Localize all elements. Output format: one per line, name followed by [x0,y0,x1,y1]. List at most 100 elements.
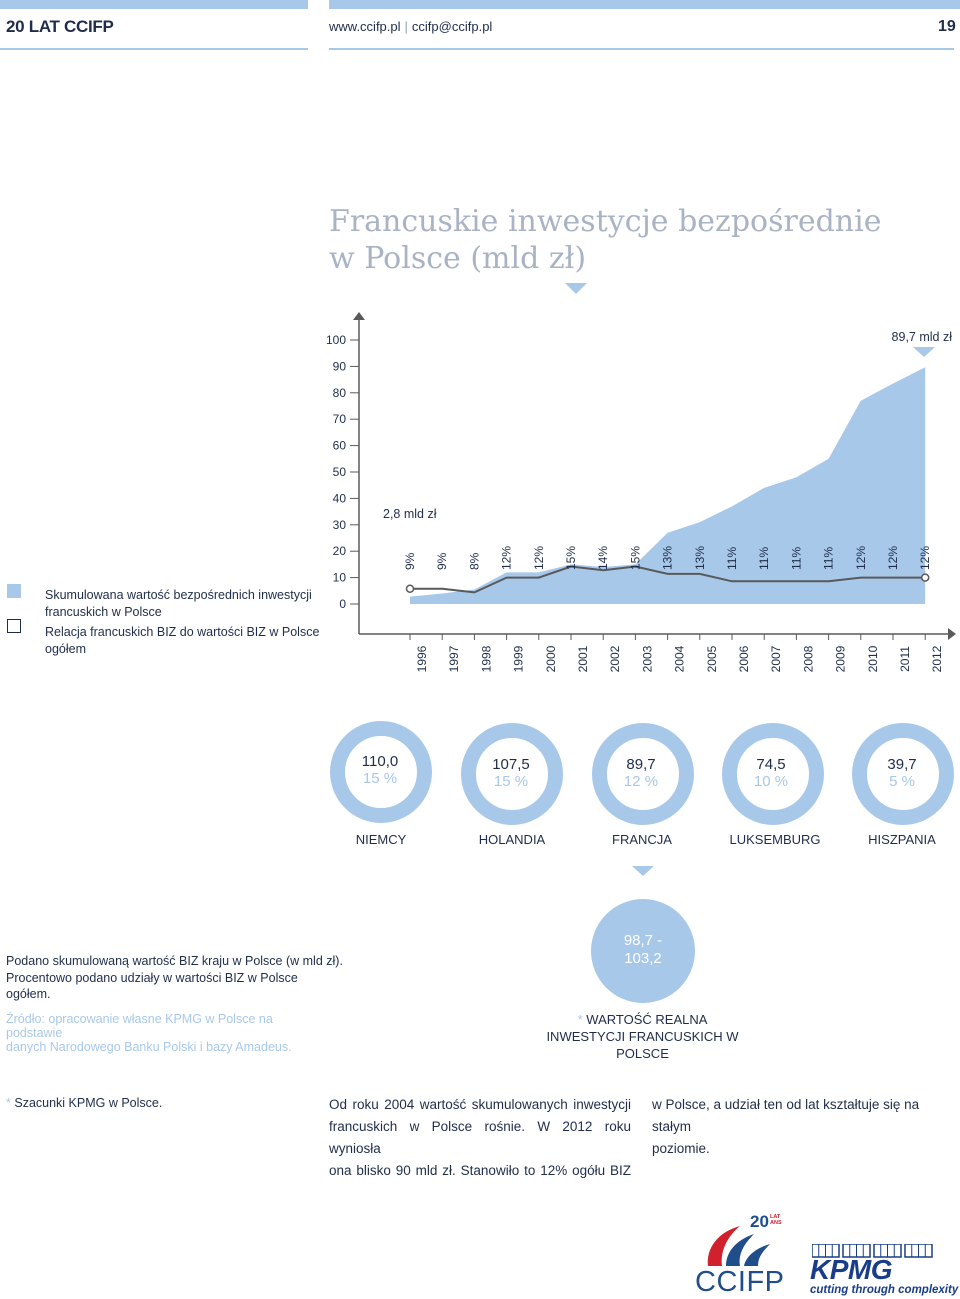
share-line-series [410,565,926,594]
share-label: 12% [500,546,514,570]
x-tick-label: 2012 [930,645,944,672]
header-title: 20 LAT CCIFP [6,17,114,36]
share-label: 11% [789,547,803,570]
donut-value-niemcy: 110,0 [361,753,399,770]
legend-swatch-share [7,619,21,633]
x-tick-label: 2009 [834,645,848,672]
ccifp-badge-text: LAT ANS [770,1214,782,1226]
x-tick-label: 2000 [544,645,558,672]
real-value-circle [591,899,695,1003]
share-label: 11% [725,547,739,570]
annotation-start: 2,8 mld zł [383,507,437,521]
kpmg-logo-mark [812,1244,933,1258]
legend-label-share: Relacja francuskich BIZ do wartości BIZ … [45,625,320,656]
chart-source: Źródło: opracowanie własne KPMG w Polsce… [6,1012,292,1054]
kpmg-wordmark: KPMG [810,1254,893,1285]
chart-title: Francuskie inwestycje bezpośrednie w Pol… [329,203,881,277]
ccifp-wordmark: CCIFP [695,1266,785,1298]
area-series [410,367,926,604]
y-tick-label: 50 [333,465,347,479]
header-rule-right [329,48,954,50]
real-value-star: * [577,1012,583,1027]
x-tick-label: 1999 [512,645,526,672]
email-link[interactable]: ccifp@ccifp.pl [411,19,493,34]
donut-ring-holandia [461,723,563,825]
share-label: 12% [886,546,900,570]
country-luksemburg: LUKSEMBURG [729,832,821,847]
y-tick-label: 20 [333,544,347,558]
y-tick-label: 10 [333,571,347,585]
donut-share-luksemburg: 10 % [753,773,789,790]
share-label: 8% [467,552,481,570]
donut-ring-niemcy [330,721,432,823]
donut-ring-luksemburg [722,723,824,825]
header-rule-left [0,48,308,50]
share-label: 15% [564,546,578,570]
y-tick-label: 70 [333,412,347,426]
x-tick-label: 2004 [673,645,687,672]
real-value-text: 98,7 - 103,2 [623,932,663,967]
y-tick-label: 80 [333,386,347,400]
annotation-end: 89,7 mld zł [892,330,953,344]
legend-label-area: Skumulowana wartość bezpośrednich inwest… [45,588,312,619]
share-label: 9% [435,552,449,570]
chart-note: Podano skumulowaną wartość BIZ kraju w P… [6,954,343,1001]
body-text-col1: Od roku 2004 wartość skumulowanych inwes… [329,1097,631,1178]
x-axis-arrow [948,628,956,640]
donut-value-luksemburg: 74,5 [756,756,786,773]
x-tick-label: 2001 [576,645,590,672]
y-tick-label: 90 [333,359,347,373]
x-tick-label: 2010 [866,645,880,672]
website-link[interactable]: www.ccifp.pl [329,19,401,34]
real-value-label: * WARTOŚĆ REALNA INWESTYCJI FRANCUSKICH … [546,1012,739,1061]
x-tick-label: 2008 [801,645,815,672]
share-label: 13% [661,546,675,570]
chart-title-line2: w Polsce (mld zł) [329,241,587,276]
share-line-end-marker [920,573,930,582]
ccifp-logo-mark [707,1226,770,1266]
y-tick-label: 100 [326,333,346,347]
ccifp-badge-number: 20 [750,1212,769,1231]
y-axis-arrow [353,312,365,320]
share-label: 11% [757,547,771,570]
x-tick-label: 2002 [608,645,622,672]
y-tick-label: 60 [333,439,347,453]
x-tick-label: 2003 [640,645,654,672]
x-tick-label: 2011 [898,646,912,672]
share-label: 12% [532,546,546,570]
share-label: 12% [854,546,868,570]
legend-swatch-area [7,584,21,598]
ccifp-swoosh-blue-2 [744,1244,770,1266]
country-francja: FRANCJA [612,832,672,847]
header-contact: www.ccifp.pl | ccifp@ccifp.pl [329,19,492,34]
share-label: 13% [693,546,707,570]
share-line-start-marker [405,584,415,593]
title-pointer [565,283,587,294]
share-label: 11% [822,547,836,570]
y-tick-label: 40 [333,491,347,505]
top-bar-left [0,0,308,9]
donut-value-francja: 89,7 [626,756,656,773]
kpmg-tagline: cutting through complexity [810,1284,959,1296]
body-text-col2: w Polsce, a udział ten od lat kształtuje… [652,1097,920,1156]
x-tick-label: 1998 [479,645,493,672]
country-niemcy: NIEMCY [355,832,407,847]
donut-share-francja: 12 % [623,773,659,790]
ccifp-swoosh-blue-1 [726,1234,754,1266]
footnote: * Szacunki KPMG w Polsce. [6,1096,162,1110]
donut-share-niemcy: 15 % [362,770,398,787]
separator: | [404,19,408,34]
footnote-star: * [6,1096,11,1110]
share-label: 14% [596,546,610,570]
donut-value-hiszpania: 39,7 [887,756,917,773]
top-bar-right [329,0,960,9]
x-tick-label: 2005 [705,645,719,672]
donut-share-holandia: 15 % [493,773,529,790]
donut-ring-francja [592,723,694,825]
x-tick-label: 1996 [415,645,429,672]
chart-title-line1: Francuskie inwestycje bezpośrednie [329,204,882,239]
share-label: 9% [403,552,417,570]
donut-ring-hiszpania [852,723,954,825]
country-holandia: HOLANDIA [478,832,546,847]
